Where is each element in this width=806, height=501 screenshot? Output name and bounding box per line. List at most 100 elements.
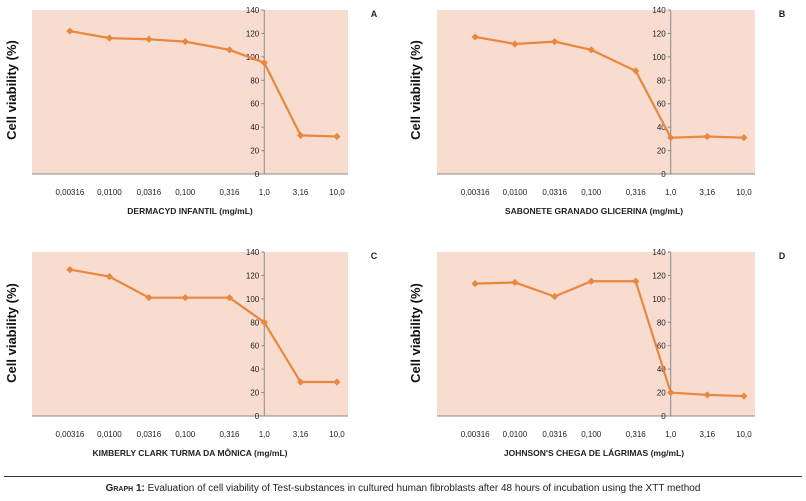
x-tick-label: 3,16 — [700, 188, 716, 197]
y-tick-label: 120 — [246, 29, 260, 38]
y-tick-label: 0 — [255, 170, 260, 179]
y-tick-label: 0 — [661, 412, 666, 421]
y-axis-label: Cell viability (%) — [408, 40, 423, 140]
y-tick-label: 100 — [652, 295, 666, 304]
x-tick-label: 3,16 — [293, 430, 309, 439]
x-axis-label: DERMACYD INFANTIL (mg/mL) — [127, 206, 253, 216]
x-tick-label: 0,0316 — [542, 430, 567, 439]
y-tick-label: 140 — [246, 248, 260, 257]
x-tick-label: 0,00316 — [461, 188, 490, 197]
x-tick-label: 0,316 — [219, 188, 240, 197]
data-point — [587, 46, 595, 54]
data-point — [260, 318, 268, 326]
data-point — [225, 46, 234, 54]
series-line — [69, 268, 337, 384]
y-tick-label: 40 — [250, 365, 259, 374]
x-tick-label: 0,0100 — [97, 430, 122, 439]
x-tick-label: 0,0316 — [137, 188, 162, 197]
x-tick-label: 0,00316 — [55, 188, 84, 197]
x-tick-label: 1,0 — [259, 188, 271, 197]
y-axis-label: Cell viability (%) — [4, 283, 19, 383]
data-point — [667, 134, 675, 142]
data-point — [297, 131, 305, 139]
y-tick-label: 140 — [652, 248, 666, 257]
panel-letter: D — [779, 251, 786, 261]
data-point — [632, 277, 640, 285]
x-tick-label: 0,0100 — [503, 430, 528, 439]
x-axis-label: JOHNSON'S CHEGA DE LÁGRIMAS (mg/mL) — [504, 448, 684, 458]
x-tick-label: 3,16 — [700, 430, 716, 439]
y-tick-label: 20 — [250, 147, 259, 156]
data-point — [66, 27, 74, 35]
data-point — [105, 273, 114, 281]
y-tick-label: 120 — [246, 271, 260, 280]
plot-area — [32, 252, 348, 416]
y-tick-label: 80 — [250, 76, 259, 85]
x-tick-label: 10,0 — [736, 188, 752, 197]
data-point — [471, 33, 479, 41]
plot-area — [32, 10, 348, 174]
data-point — [551, 292, 559, 301]
panel-letter: C — [371, 251, 378, 261]
data-point — [511, 40, 519, 48]
chart-panel-d: 0 20 40 60 80 100 120 140 0,00316 0,0100 0,0316 0,1… — [408, 248, 786, 458]
x-tick-label: 0,00316 — [461, 430, 490, 439]
x-tick-label: 10,0 — [329, 430, 345, 439]
chart-panel-b: 0 20 40 60 80 100 120 140 0,00316 0,0100 0,0316 0,1… — [408, 6, 786, 216]
y-tick-label: 20 — [657, 389, 666, 398]
y-axis-label: Cell viability (%) — [4, 40, 19, 140]
y-tick-label: 20 — [250, 389, 259, 398]
data-point — [225, 294, 234, 302]
x-tick-label: 0,100 — [175, 188, 196, 197]
x-tick-label: 1,0 — [665, 430, 677, 439]
caption-lead: Graph 1: — [105, 483, 145, 494]
data-point — [511, 278, 519, 287]
y-tick-label: 120 — [652, 29, 666, 38]
x-tick-label: 10,0 — [736, 430, 752, 439]
y-tick-label: 120 — [652, 271, 666, 280]
series-line — [475, 280, 744, 398]
data-point — [740, 392, 748, 400]
x-tick-label: 0,00316 — [55, 430, 84, 439]
y-tick-label: 20 — [657, 147, 666, 156]
data-point — [66, 265, 74, 274]
panel-letter: B — [779, 9, 786, 19]
y-tick-label: 140 — [652, 6, 666, 15]
x-tick-label: 0,316 — [219, 430, 240, 439]
caption-text: Evaluation of cell viability of Test-sub… — [144, 483, 701, 494]
panel-letter: A — [371, 9, 378, 19]
data-point — [181, 38, 189, 46]
x-tick-label: 10,0 — [329, 188, 345, 197]
data-point — [471, 280, 479, 288]
y-tick-label: 80 — [657, 76, 666, 85]
data-point — [551, 38, 559, 46]
chart-panel-c: 0 20 40 60 80 100 120 140 0,00316 0,0100 0,0316 0,1… — [4, 248, 378, 458]
data-point — [181, 294, 189, 302]
y-tick-label: 40 — [250, 123, 259, 132]
y-tick-label: 60 — [657, 100, 666, 109]
data-point — [703, 132, 711, 141]
x-tick-label: 0,316 — [626, 430, 647, 439]
x-tick-label: 3,16 — [293, 188, 309, 197]
y-tick-label: 60 — [250, 342, 259, 351]
data-point — [667, 388, 675, 397]
y-tick-label: 80 — [250, 318, 259, 327]
data-point — [260, 59, 268, 67]
x-axis-label: SABONETE GRANADO GLICERINA (mg/mL) — [505, 206, 683, 216]
data-point — [740, 134, 748, 142]
y-tick-label: 40 — [657, 123, 666, 132]
data-point — [145, 35, 153, 43]
x-tick-label: 0,100 — [581, 188, 602, 197]
data-point — [333, 132, 341, 141]
x-tick-label: 1,0 — [259, 430, 271, 439]
y-tick-label: 40 — [657, 365, 666, 374]
y-tick-label: 100 — [652, 53, 666, 62]
y-axis-label: Cell viability (%) — [408, 283, 423, 383]
data-point — [632, 67, 640, 75]
x-tick-label: 0,100 — [581, 430, 602, 439]
x-tick-label: 0,316 — [626, 188, 647, 197]
y-tick-label: 60 — [250, 100, 259, 109]
x-tick-label: 0,0316 — [542, 188, 567, 197]
